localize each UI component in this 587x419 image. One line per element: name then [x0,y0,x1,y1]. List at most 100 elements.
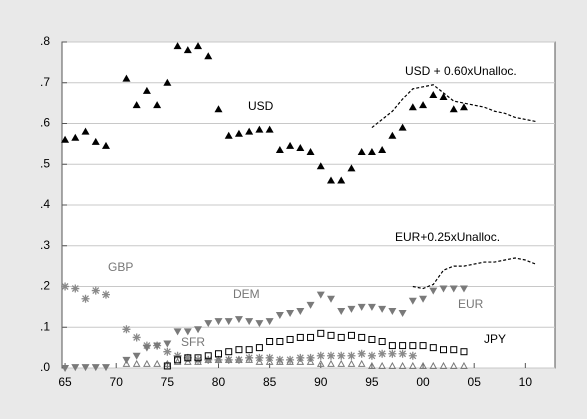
point [357,359,366,367]
point [275,312,284,320]
point [286,335,294,343]
point [316,291,325,299]
point [378,338,386,346]
point [101,364,110,372]
point [81,127,90,135]
point [388,361,397,369]
point [357,349,366,358]
point [450,346,458,354]
point [306,353,315,362]
series-label: GBP [108,260,133,274]
point [398,349,407,358]
point [327,331,335,339]
point [449,285,458,293]
point [367,148,376,156]
y-tick-label: .4 [40,197,50,211]
point [265,357,274,365]
point [122,359,131,367]
point [296,333,304,341]
x-tick-label: 80 [212,375,226,389]
point [255,353,264,362]
point [234,129,243,137]
point [398,361,407,369]
point [408,103,417,111]
point [439,361,448,369]
point [255,344,263,352]
point [296,143,305,151]
point [163,78,172,86]
series-label: EUR [458,297,484,311]
point [316,359,325,367]
x-tick-label: 65 [58,375,72,389]
point [419,361,427,369]
point [286,357,294,365]
point [337,359,346,367]
point [408,361,417,369]
point [398,123,407,131]
point [214,355,223,364]
point [357,303,366,311]
point [266,338,274,346]
point [143,359,151,367]
point [337,333,345,341]
point [163,362,171,370]
point [378,305,387,313]
point [153,101,162,109]
y-tick-label: .5 [40,156,50,170]
point [449,105,458,113]
point [337,307,346,315]
y-tick-label: .7 [40,75,50,89]
series-line [371,84,536,129]
y-tick-label: .6 [40,116,50,130]
point [286,141,295,149]
point [337,351,346,360]
point [163,347,172,356]
point [347,331,355,339]
point [183,353,192,362]
point [71,133,80,141]
point [163,340,172,348]
y-tick-label: .3 [40,238,50,252]
point [306,357,315,365]
point [429,344,437,352]
x-tick-label: 05 [468,375,482,389]
point [367,303,376,311]
point [265,353,274,362]
point [327,359,335,367]
point [439,93,448,101]
point [388,131,397,139]
point [224,355,233,364]
point [183,328,192,336]
point [388,349,397,358]
point [245,355,254,363]
point [255,125,264,133]
point [245,318,254,326]
point [81,364,90,372]
point [449,361,458,369]
point [194,354,202,362]
point [408,297,417,305]
point [235,355,243,363]
point [388,307,397,315]
point [286,309,295,317]
point [398,309,407,317]
point [214,350,222,358]
point [101,141,110,149]
point [71,364,80,372]
point [173,42,182,50]
point [163,359,172,367]
point [460,361,468,369]
point [459,103,468,111]
point [122,74,131,82]
point [429,287,438,295]
point [399,342,407,350]
point [101,290,110,299]
point [224,318,233,326]
point [245,127,254,135]
point [183,46,192,54]
series-label: USD [248,99,274,113]
point [204,355,213,364]
x-tick-label: 70 [110,375,124,389]
point [429,90,438,98]
point [71,284,80,293]
